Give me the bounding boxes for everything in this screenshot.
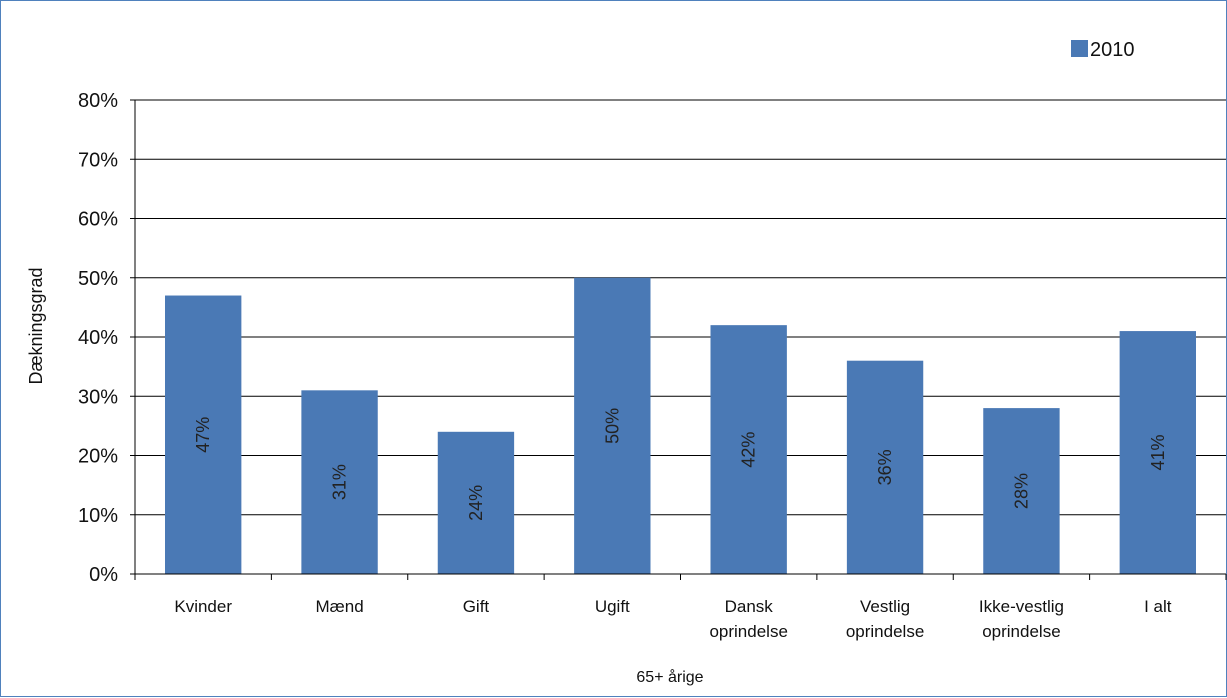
x-axis-title: 65+ årige	[636, 668, 703, 686]
x-tick-label-2: Gift	[463, 597, 490, 616]
y-axis-ticks: 0% 10% 20% 30% 40% 50% 60% 70% 80%	[78, 90, 135, 586]
bar-3	[574, 277, 651, 574]
data-label-5: 36%	[875, 449, 895, 485]
x-tick-label-5: Vestlig oprindelse	[846, 597, 924, 641]
bar-1	[301, 390, 378, 574]
bar-2	[437, 431, 515, 574]
bar-0	[165, 295, 242, 574]
y-tick-label-30: 30%	[78, 386, 118, 408]
data-label-6: 28%	[1011, 473, 1031, 509]
x-tick-label-4: Dansk oprindelse	[709, 597, 787, 641]
x-tick-label-0: Kvinder	[174, 597, 232, 616]
x-tick-label-3: Ugift	[595, 597, 630, 616]
y-tick-label-60: 60%	[78, 209, 118, 231]
data-label-7: 41%	[1148, 435, 1168, 471]
x-axis: Kvinder Mænd Gift Ugift Dansk oprindelse Vestl…	[134, 100, 1227, 641]
y-tick-label-10: 10%	[78, 505, 118, 527]
legend: 2010	[1071, 39, 1135, 61]
y-tick-label-80: 80%	[78, 90, 118, 112]
data-label-4: 42%	[739, 432, 759, 468]
y-tick-label-70: 70%	[78, 149, 118, 171]
bar-6	[983, 408, 1060, 574]
bar-5	[846, 360, 924, 574]
legend-swatch-2010	[1071, 40, 1088, 57]
bars: 47% 31% 24% 50% 42% 36% 28% 41%	[165, 277, 1196, 574]
data-label-0: 47%	[193, 417, 213, 453]
bar-4	[710, 325, 787, 574]
x-tick-label-1: Mænd	[315, 597, 363, 616]
y-axis-title: Dækningsgrad	[26, 267, 46, 384]
y-tick-label-20: 20%	[78, 446, 118, 468]
bar-7	[1119, 331, 1196, 574]
x-tick-label-6: Ikke-vestlig oprindelse	[979, 597, 1064, 641]
gridlines	[135, 99, 1226, 516]
y-tick-label-40: 40%	[78, 327, 118, 349]
y-tick-label-50: 50%	[78, 268, 118, 290]
x-tick-label-7: I alt	[1144, 597, 1172, 616]
data-label-3: 50%	[602, 408, 622, 444]
data-label-2: 24%	[466, 485, 486, 521]
legend-label-2010: 2010	[1090, 39, 1135, 61]
y-tick-label-0: 0%	[89, 564, 118, 586]
data-label-1: 31%	[330, 464, 350, 500]
